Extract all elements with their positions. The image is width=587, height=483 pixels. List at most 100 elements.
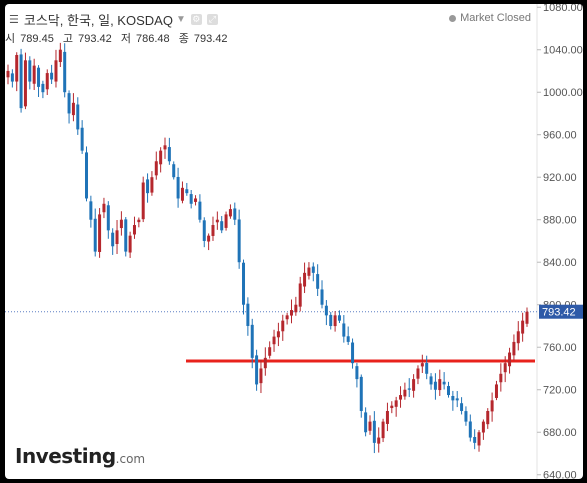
candle-body xyxy=(255,355,259,385)
candle-body xyxy=(111,232,115,247)
candle-body xyxy=(303,272,307,287)
candle-body xyxy=(259,368,263,384)
candle-body xyxy=(372,420,376,443)
instrument-title[interactable]: 코스닥, 한국, 일, KOSDAQ xyxy=(23,13,173,28)
candle-body xyxy=(503,363,507,373)
candle-body xyxy=(211,225,215,236)
close-value: 793.42 xyxy=(193,33,228,45)
candle-body xyxy=(146,179,150,194)
candle-body xyxy=(132,225,136,235)
current-price-label: 793.42 xyxy=(542,307,576,319)
candle-body xyxy=(525,311,529,324)
y-tick-label: 760.00 xyxy=(543,342,577,354)
high-value: 793.42 xyxy=(78,33,112,45)
candle-body xyxy=(451,395,455,401)
market-status: Market Closed xyxy=(449,12,531,24)
candle-body xyxy=(106,205,110,231)
candle-body xyxy=(163,145,167,150)
ohlc-readout: 시 789.45 고 793.42 저 786.48 종 793.42 xyxy=(5,30,234,46)
candle-body xyxy=(521,320,525,334)
investing-logo: Investing.com xyxy=(15,444,145,468)
candle-body xyxy=(464,411,468,422)
candle-body xyxy=(416,368,420,379)
candle-body xyxy=(220,221,224,231)
menu-icon[interactable]: ☰ xyxy=(9,14,19,26)
low-label: 저 xyxy=(120,33,131,45)
settings-icon[interactable]: ⚙ xyxy=(190,14,202,25)
candle-body xyxy=(198,201,202,220)
candle-body xyxy=(180,187,184,201)
y-tick-label: 920.00 xyxy=(543,172,577,184)
candle-body xyxy=(93,218,97,252)
candle-body xyxy=(58,49,62,63)
candle-body xyxy=(351,342,355,364)
candle-body xyxy=(364,412,368,433)
candle-body xyxy=(233,208,237,220)
candle-body xyxy=(80,127,84,151)
candle-body xyxy=(102,203,106,213)
candle-body xyxy=(333,315,337,327)
y-tick-label: 1080.00 xyxy=(543,4,583,14)
candle-body xyxy=(263,357,267,369)
candle-body xyxy=(494,384,498,398)
candle-body xyxy=(477,432,481,446)
candle-body xyxy=(316,274,320,289)
current-price-box xyxy=(539,304,583,319)
price-chart[interactable]: 640.00680.00720.00760.00800.00840.00880.… xyxy=(5,4,583,479)
market-status-label: Market Closed xyxy=(460,12,531,24)
candle-body xyxy=(10,73,14,82)
candle-body xyxy=(176,176,180,199)
candle-body xyxy=(237,219,241,263)
high-label: 고 xyxy=(62,33,74,45)
candle-body xyxy=(71,102,75,116)
candle-body xyxy=(167,147,171,162)
candle-body xyxy=(508,352,512,367)
open-label: 시 xyxy=(5,33,16,45)
candle-body xyxy=(399,395,403,400)
y-tick-label: 720.00 xyxy=(543,385,577,397)
candle-body xyxy=(194,198,198,202)
candle-body xyxy=(368,421,372,431)
candle-body xyxy=(37,67,41,87)
candle-body xyxy=(28,60,32,82)
y-tick-label: 1000.00 xyxy=(543,87,583,99)
y-tick-label: 840.00 xyxy=(543,257,577,269)
candle-body xyxy=(324,305,328,316)
candle-body xyxy=(41,83,45,93)
candle-body xyxy=(50,72,54,80)
candle-body xyxy=(115,230,119,244)
candle-body xyxy=(390,405,394,409)
candle-body xyxy=(89,201,93,220)
candle-body xyxy=(32,65,36,84)
candle-body xyxy=(307,267,311,276)
y-tick-label: 640.00 xyxy=(543,470,577,479)
fullscreen-icon[interactable]: ⤢ xyxy=(206,14,218,25)
open-value: 789.45 xyxy=(20,33,54,45)
candle-body xyxy=(128,235,132,253)
candle-body xyxy=(207,235,211,242)
candle-body xyxy=(268,347,272,356)
candle-body xyxy=(420,363,424,367)
candle-body xyxy=(407,388,411,390)
candle-body xyxy=(276,331,280,338)
candle-body xyxy=(250,324,254,358)
candle-body xyxy=(54,60,58,82)
candle-body xyxy=(486,410,490,425)
status-dot-icon xyxy=(449,14,457,22)
chevron-down-icon[interactable]: ▼ xyxy=(175,14,186,25)
candle-body xyxy=(67,93,71,114)
candle-body xyxy=(224,214,228,228)
candle-body xyxy=(481,421,485,433)
logo-brand: Investing xyxy=(15,444,116,468)
low-value: 786.48 xyxy=(136,33,170,45)
candle-body xyxy=(63,51,67,93)
candle-body xyxy=(289,310,293,316)
candle-body xyxy=(19,54,23,109)
candle-body xyxy=(185,189,189,194)
candle-body xyxy=(228,209,232,217)
candle-body xyxy=(442,381,446,385)
y-tick-label: 1040.00 xyxy=(543,45,583,57)
candle-body xyxy=(346,336,350,342)
y-tick-label: 880.00 xyxy=(543,215,577,227)
candle-body xyxy=(446,386,450,396)
